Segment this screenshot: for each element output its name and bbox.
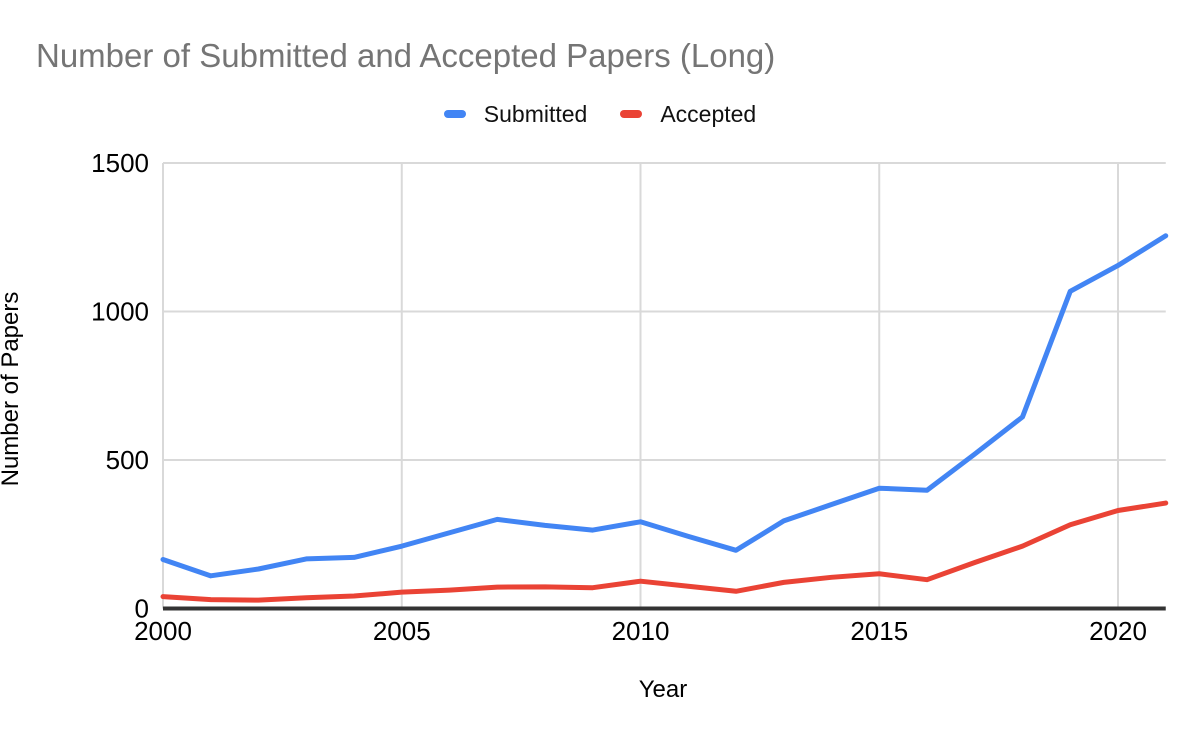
legend-item-accepted: Accepted xyxy=(620,101,756,128)
chart-title: Number of Submitted and Accepted Papers … xyxy=(36,37,776,74)
legend-label-accepted: Accepted xyxy=(660,100,757,127)
x-axis-title: Year xyxy=(638,676,688,703)
y-axis-title: Number of Papers xyxy=(0,291,24,487)
series-line-accepted xyxy=(160,500,1169,603)
series-line-submitted xyxy=(160,233,1169,579)
x-tick-label: 2015 xyxy=(850,616,908,646)
y-tick-label: 0 xyxy=(135,594,149,624)
y-tick-label: 500 xyxy=(106,445,149,475)
x-tick-label: 2005 xyxy=(373,616,431,646)
x-tick-label: 2020 xyxy=(1089,616,1147,646)
x-tick-label: 2010 xyxy=(612,616,670,646)
y-tick-label: 1500 xyxy=(91,148,149,178)
accepted-series-swatch-icon xyxy=(620,110,643,118)
chart-legend: Submitted Accepted xyxy=(0,100,1200,128)
legend-label-submitted: Submitted xyxy=(483,100,588,127)
legend-item-submitted: Submitted xyxy=(443,100,588,128)
submitted-series-swatch-icon xyxy=(443,110,466,118)
x-tick-label: 2000 xyxy=(134,616,192,646)
y-tick-label: 1000 xyxy=(91,297,149,327)
